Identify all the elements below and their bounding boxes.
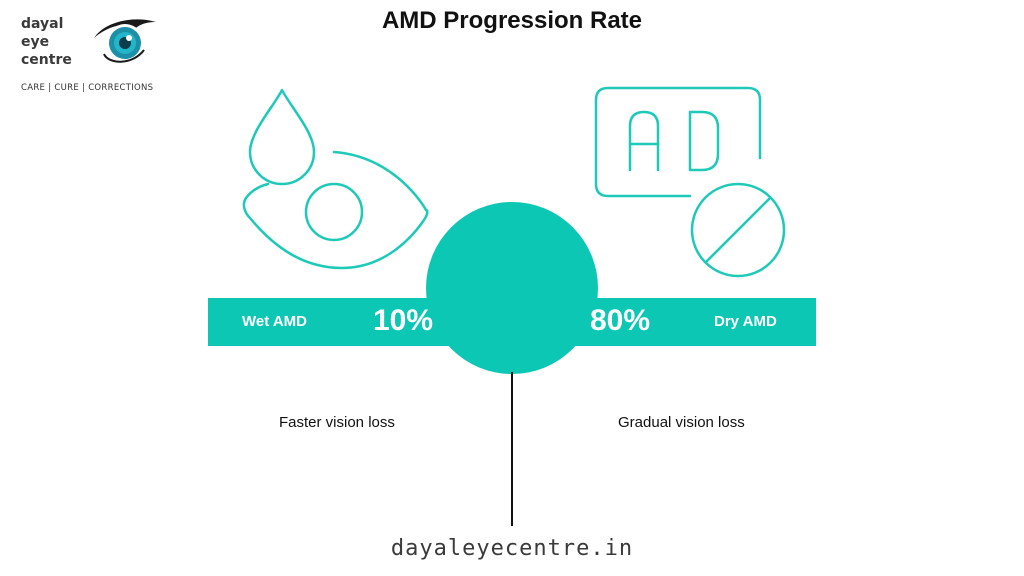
dry-amd-description: Gradual vision loss <box>618 414 745 431</box>
center-divider-line <box>511 372 513 526</box>
eye-with-droplet-icon <box>242 88 429 270</box>
ad-no-sign-icon <box>594 86 786 278</box>
dry-amd-label: Dry AMD <box>714 313 777 330</box>
page-title: AMD Progression Rate <box>381 7 643 34</box>
brand-name-line-3: centre <box>21 52 72 68</box>
wet-amd-percent: 10% <box>373 304 434 337</box>
wet-amd-description: Faster vision loss <box>279 414 395 431</box>
brand-tagline: CARE | CURE | CORRECTIONS <box>21 83 154 93</box>
brand-name-line-1: dayal <box>21 16 64 32</box>
footer-website: dayaleyecentre.in <box>390 536 634 561</box>
center-circle <box>426 202 598 374</box>
eye-logo-icon <box>94 19 156 63</box>
wet-amd-label: Wet AMD <box>242 313 307 330</box>
brand-name-line-2: eye <box>21 34 50 50</box>
dry-amd-percent: 80% <box>590 304 651 337</box>
